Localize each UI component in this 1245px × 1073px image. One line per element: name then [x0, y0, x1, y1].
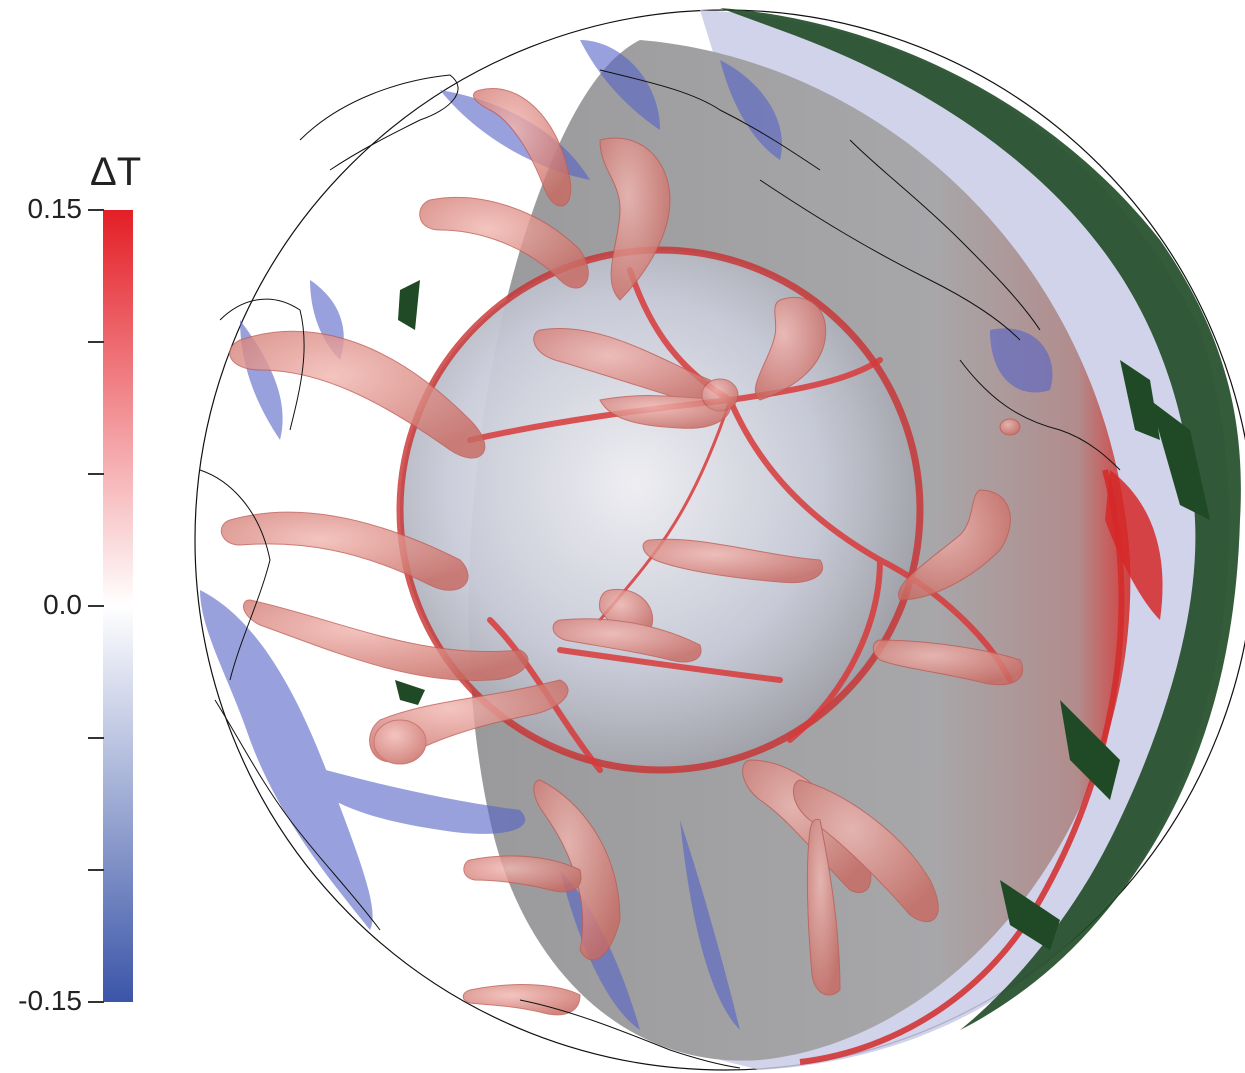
hot-plumes: [220, 88, 1023, 1016]
colorbar-tick: [88, 869, 104, 871]
colorbar-tick: [88, 605, 104, 607]
colorbar-tick: [88, 737, 104, 739]
colorbar-tick-label: 0.0: [43, 589, 82, 620]
globe-outline: [194, 9, 1245, 1071]
colorbar-title: ΔT: [90, 150, 142, 194]
colorbar-tick-label: 0.15: [27, 193, 83, 224]
colorbar-tick: [88, 1001, 104, 1003]
coastlines: [199, 69, 1121, 1069]
colorbar-tick: [88, 341, 104, 343]
cross-section-rim: [799, 469, 1125, 1065]
colorbar-tick-label: -0.15: [18, 985, 82, 1016]
colorbar-tick: [88, 209, 104, 211]
velocity-arrows: [395, 8, 1241, 1030]
colorbar-gradient: [103, 210, 133, 1002]
hot-rim-zone: [1105, 470, 1163, 620]
colorbar-tick: [88, 473, 104, 475]
